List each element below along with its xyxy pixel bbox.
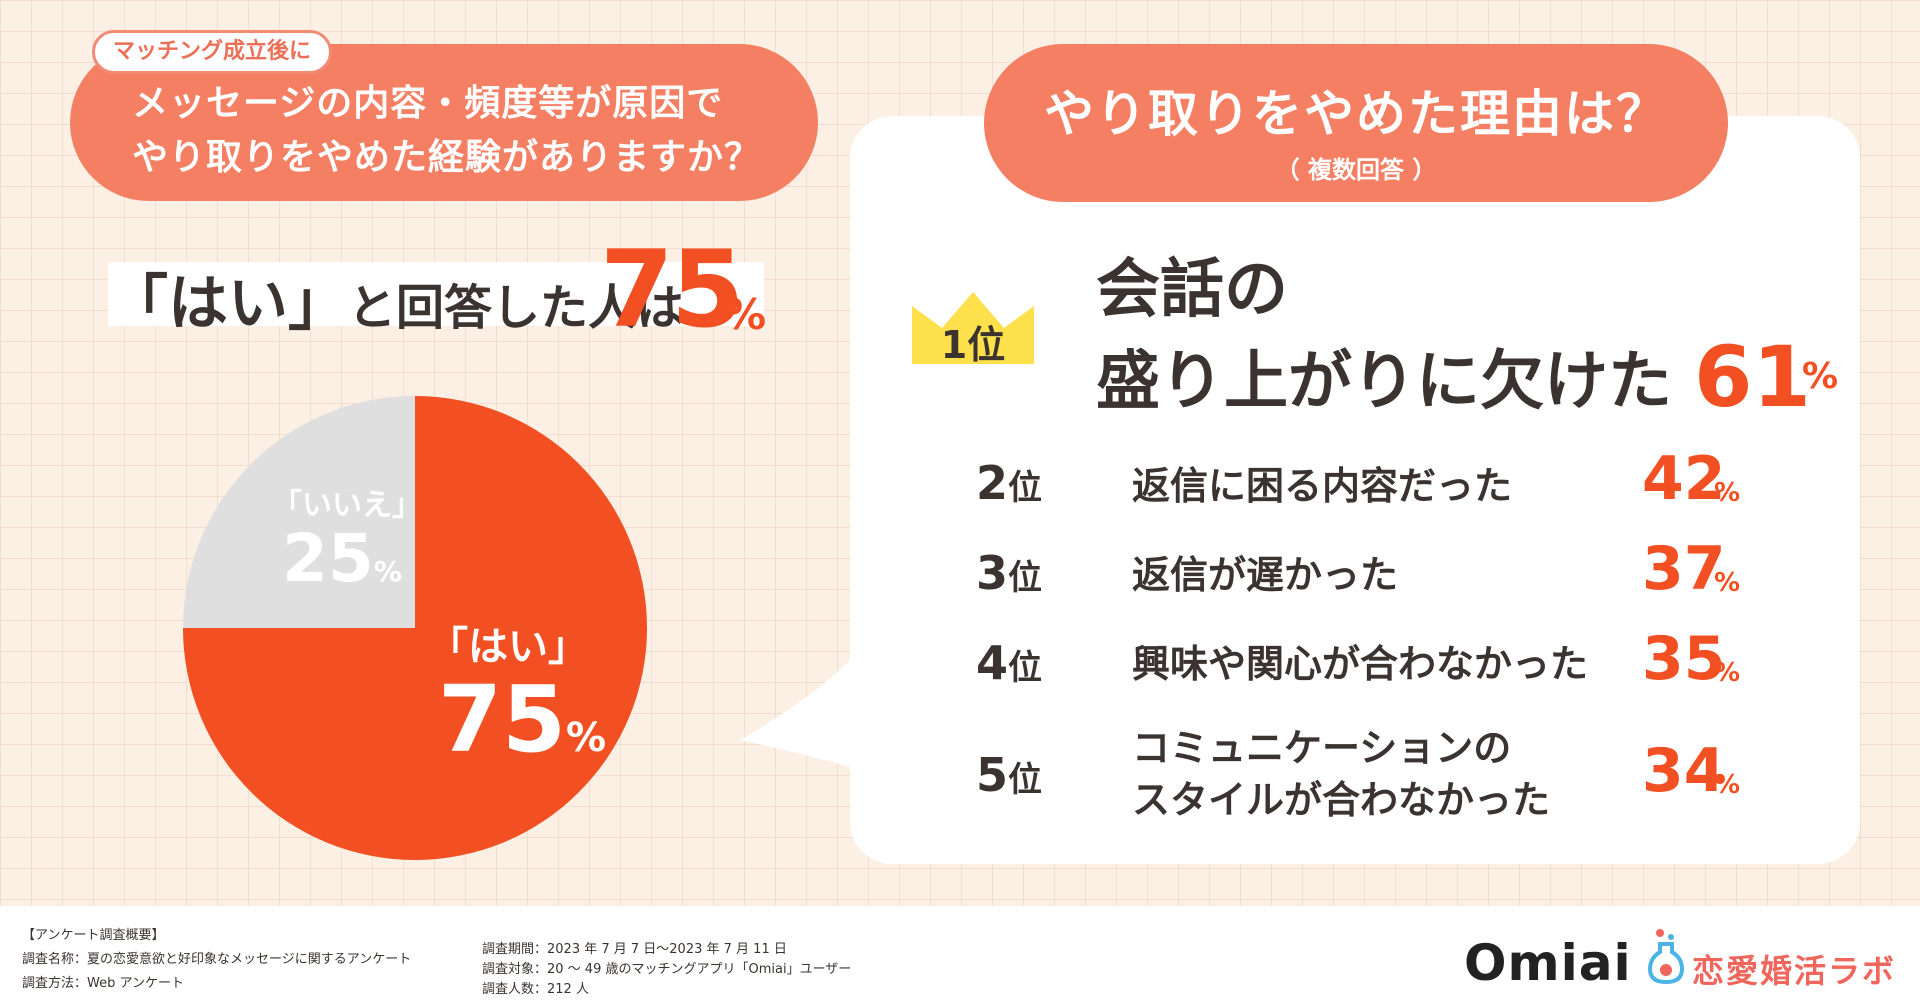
rank-1-value: 61 (1694, 328, 1811, 426)
rank-3-unit: % (1714, 568, 1741, 598)
footer (0, 906, 1920, 1005)
rank-2-label: 2位 (976, 456, 1043, 510)
rank-5-value: 34 (1642, 736, 1726, 806)
survey-name: 調査名称：夏の恋愛意欲と好印象なメッセージに関するアンケート (22, 952, 412, 967)
reasons-title: やり取りをやめた理由は？ (1044, 85, 1668, 143)
question-tag: マッチング成立後に (92, 30, 333, 74)
yes-prefix: 「はい」 (108, 269, 348, 339)
reasons-subtitle: （ 複数回答 ） (1275, 156, 1437, 184)
rank-1-unit: % (1802, 356, 1839, 397)
survey-period: 調査期間：2023 年 7 月 7 日〜2023 年 7 月 11 日 (482, 942, 787, 957)
speech-bubble-tail (740, 660, 870, 772)
pie-value-yes: 75% (438, 666, 607, 773)
question-line-1: メッセージの内容・頻度等が原因で (132, 83, 724, 124)
question-line-2: やり取りをやめた経験がありますか？ (132, 137, 762, 178)
rank-1-reason-line-2: 盛り上がりに欠けた (1096, 345, 1672, 419)
renai-konkatsu-lab-logo: 恋愛婚活ラボ (1692, 952, 1897, 990)
survey-count: 調査人数：212 人 (482, 982, 589, 997)
rank-2-unit: % (1714, 478, 1741, 508)
rank-3-label: 3位 (976, 546, 1043, 600)
lab-flask-icon (1647, 929, 1685, 985)
rank-5-reason: コミュニケーションの スタイルが合わなかった (1132, 722, 1550, 826)
reasons-banner (984, 44, 1728, 202)
survey-target: 調査対象：20 〜 49 歳のマッチングアプリ「Omiai」ユーザー (482, 962, 852, 977)
yes-no-pie-chart (183, 396, 647, 860)
rank-4-reason: 興味や関心が合わなかった (1132, 642, 1589, 686)
rank-5-label: 5位 (976, 748, 1043, 802)
pie-slice-no (183, 396, 415, 628)
omiai-logo: Omiai (1464, 934, 1632, 992)
reasons-panel (850, 116, 1860, 864)
crown-icon (912, 292, 1034, 364)
rank-1-reason-line-1: 会話の (1096, 253, 1288, 327)
rank-3-value: 37 (1642, 534, 1726, 604)
rank-4-label: 4位 (976, 636, 1043, 690)
pie-label-yes: 「はい」 (428, 624, 588, 670)
yes-percentage-unit: % (724, 290, 767, 339)
rank-5-unit: % (1714, 770, 1741, 800)
rank-5-reason-line-2: スタイルが合わなかった (1132, 778, 1551, 822)
yes-percentage: 75 (600, 228, 745, 351)
survey-method: 調査方法：Web アンケート (22, 976, 184, 991)
yes-highlight-band (108, 262, 764, 326)
rank-2-reason: 返信に困る内容だった (1132, 464, 1513, 508)
pie-label-no: 「いいえ」 (272, 488, 422, 523)
yes-suffix: と回答した人は (348, 280, 685, 336)
survey-heading: 【アンケート調査概要】 (22, 928, 165, 943)
rank-4-unit: % (1714, 658, 1741, 688)
rank-1-label: 1位 (940, 323, 1006, 367)
rank-4-value: 35 (1642, 624, 1726, 694)
yes-summary: 「はい」と回答した人は (108, 255, 684, 342)
rank-3-reason: 返信が遅かった (1132, 553, 1399, 597)
pie-value-no: 25% (282, 520, 402, 597)
rank-2-value: 42 (1642, 444, 1726, 514)
rank-5-reason-line-1: コミュニケーションの (1132, 726, 1512, 770)
